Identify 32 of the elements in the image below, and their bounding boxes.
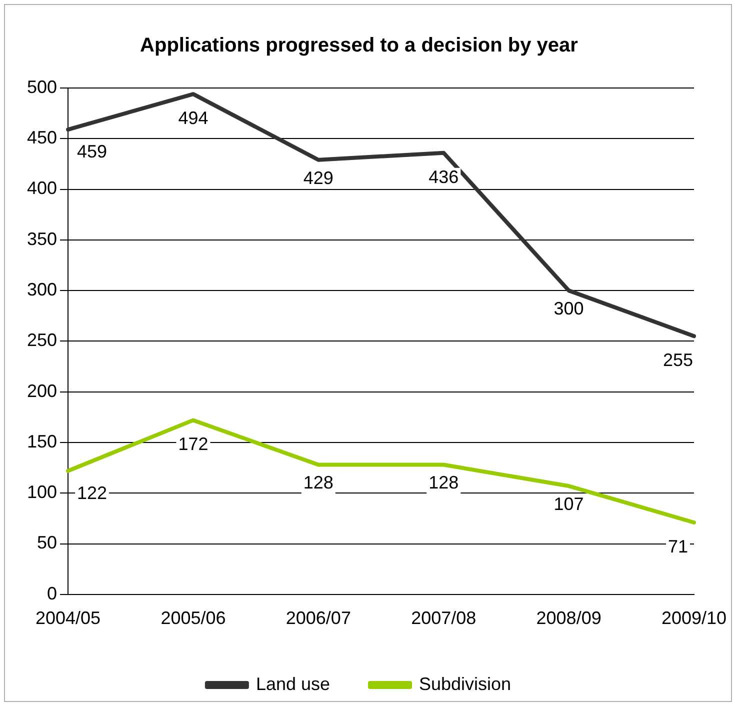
y-tick-label: 500 xyxy=(26,76,58,97)
x-tick-label: 2007/08 xyxy=(411,608,476,628)
legend-label: Land use xyxy=(256,674,330,694)
y-tick-label: 50 xyxy=(37,532,58,553)
y-tick-label: 150 xyxy=(26,431,58,452)
data-label: 429 xyxy=(303,168,334,188)
y-tick-label: 100 xyxy=(26,482,58,502)
data-label: 255 xyxy=(662,350,694,370)
x-tick-label: 2009/10 xyxy=(661,608,727,628)
y-tick-label: 0 xyxy=(47,583,58,604)
y-tick-label: 250 xyxy=(26,330,58,350)
data-label: 300 xyxy=(554,298,584,319)
data-label: 494 xyxy=(178,108,208,128)
y-tick-label: 300 xyxy=(26,280,58,300)
data-label: 436 xyxy=(428,166,459,187)
data-label: 172 xyxy=(178,434,208,454)
legend-label: Subdivision xyxy=(419,674,512,694)
x-tick-label: 2005/06 xyxy=(160,608,226,628)
x-tick-label: 2008/09 xyxy=(536,608,602,628)
data-label: 459 xyxy=(77,141,108,162)
data-label: 122 xyxy=(77,482,108,503)
data-label: 71 xyxy=(668,536,688,556)
data-label: 107 xyxy=(554,494,584,514)
y-tick-label: 450 xyxy=(26,128,58,148)
y-tick-label: 350 xyxy=(26,228,58,249)
chart-title: Applications progressed to a decision by year xyxy=(140,34,578,57)
data-label: 128 xyxy=(428,472,459,493)
x-tick-label: 2004/05 xyxy=(35,608,101,628)
y-tick-label: 400 xyxy=(26,178,58,198)
data-label: 128 xyxy=(303,472,334,493)
x-tick-label: 2006/07 xyxy=(286,608,351,628)
y-tick-label: 200 xyxy=(26,380,58,401)
